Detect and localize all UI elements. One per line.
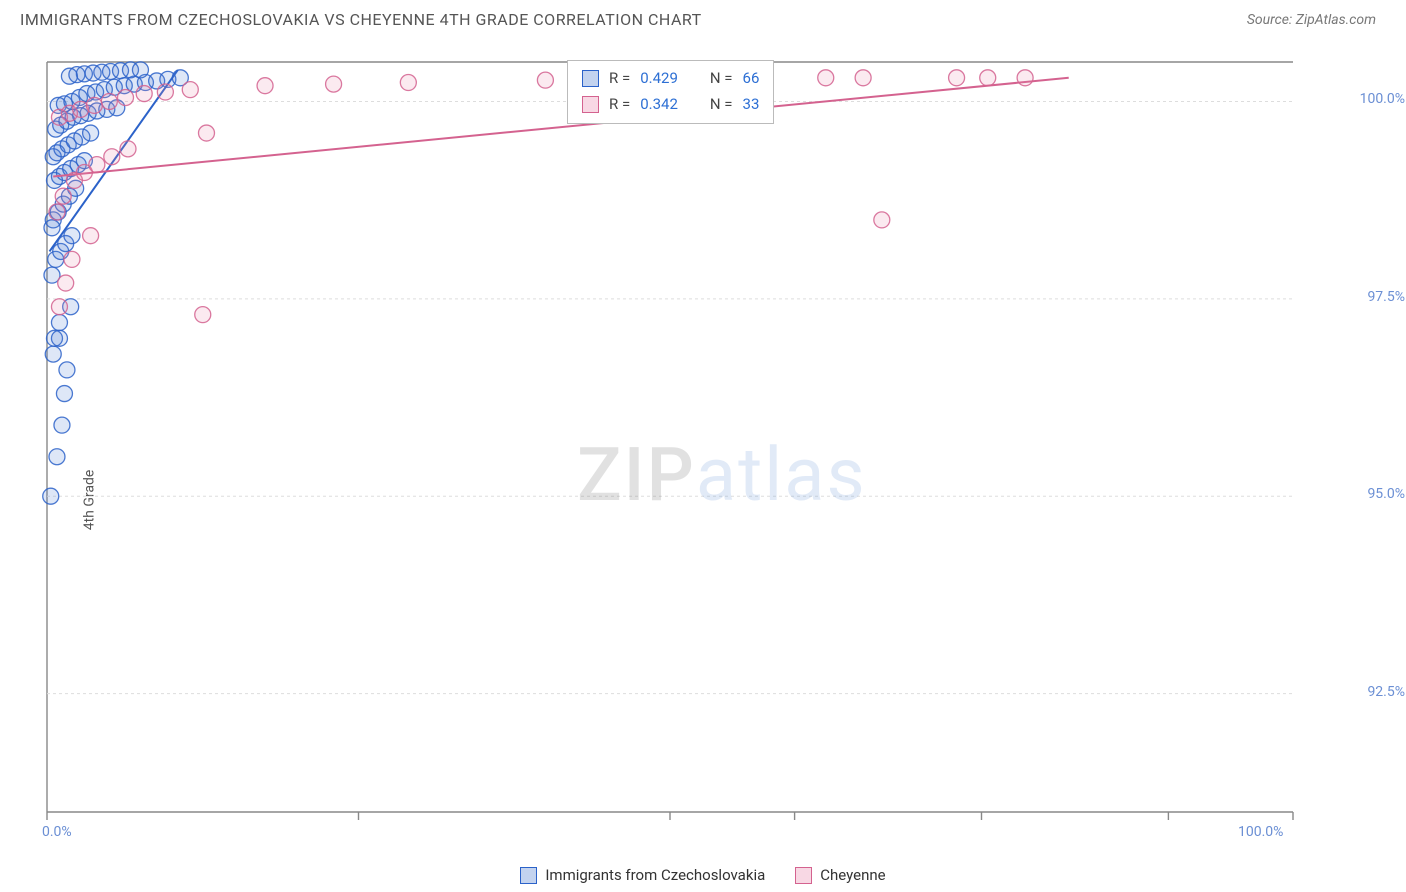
legend-square-icon (795, 867, 812, 884)
series-label-1: Immigrants from Czechoslovakia (545, 866, 765, 884)
stat-legend-row: R = 0.429 N = 66 (582, 65, 759, 91)
y-tick-label: 92.5% (1367, 684, 1405, 700)
n-label: N = (710, 91, 733, 117)
legend-square-icon (582, 70, 599, 87)
n-value-1: 66 (743, 65, 760, 91)
legend-square-icon (520, 867, 537, 884)
bottom-legend: Immigrants from Czechoslovakia Cheyenne (0, 866, 1406, 884)
r-label: R = (609, 91, 630, 117)
r-value-1: 0.429 (640, 65, 678, 91)
r-value-2: 0.342 (640, 91, 678, 117)
series-label-2: Cheyenne (820, 866, 885, 884)
chart-title: IMMIGRANTS FROM CZECHOSLOVAKIA VS CHEYEN… (20, 10, 702, 29)
chart-area: 4th Grade R = 0.429 N = 66 R = 0.342 N =… (47, 62, 1347, 812)
legend-square-icon (582, 96, 599, 113)
source-label: Source: ZipAtlas.com (1247, 12, 1376, 28)
y-tick-label: 100.0% (1360, 91, 1405, 107)
stat-legend-row: R = 0.342 N = 33 (582, 91, 759, 117)
r-label: R = (609, 65, 630, 91)
n-value-2: 33 (743, 91, 760, 117)
y-tick-label: 95.0% (1367, 486, 1405, 502)
bottom-legend-item: Cheyenne (795, 866, 885, 884)
n-label: N = (710, 65, 733, 91)
stat-legend: R = 0.429 N = 66 R = 0.342 N = 33 (567, 60, 774, 124)
bottom-legend-item: Immigrants from Czechoslovakia (520, 866, 765, 884)
x-tick-label: 100.0% (1238, 824, 1283, 840)
y-tick-label: 97.5% (1367, 289, 1405, 305)
x-tick-label: 0.0% (42, 824, 72, 840)
